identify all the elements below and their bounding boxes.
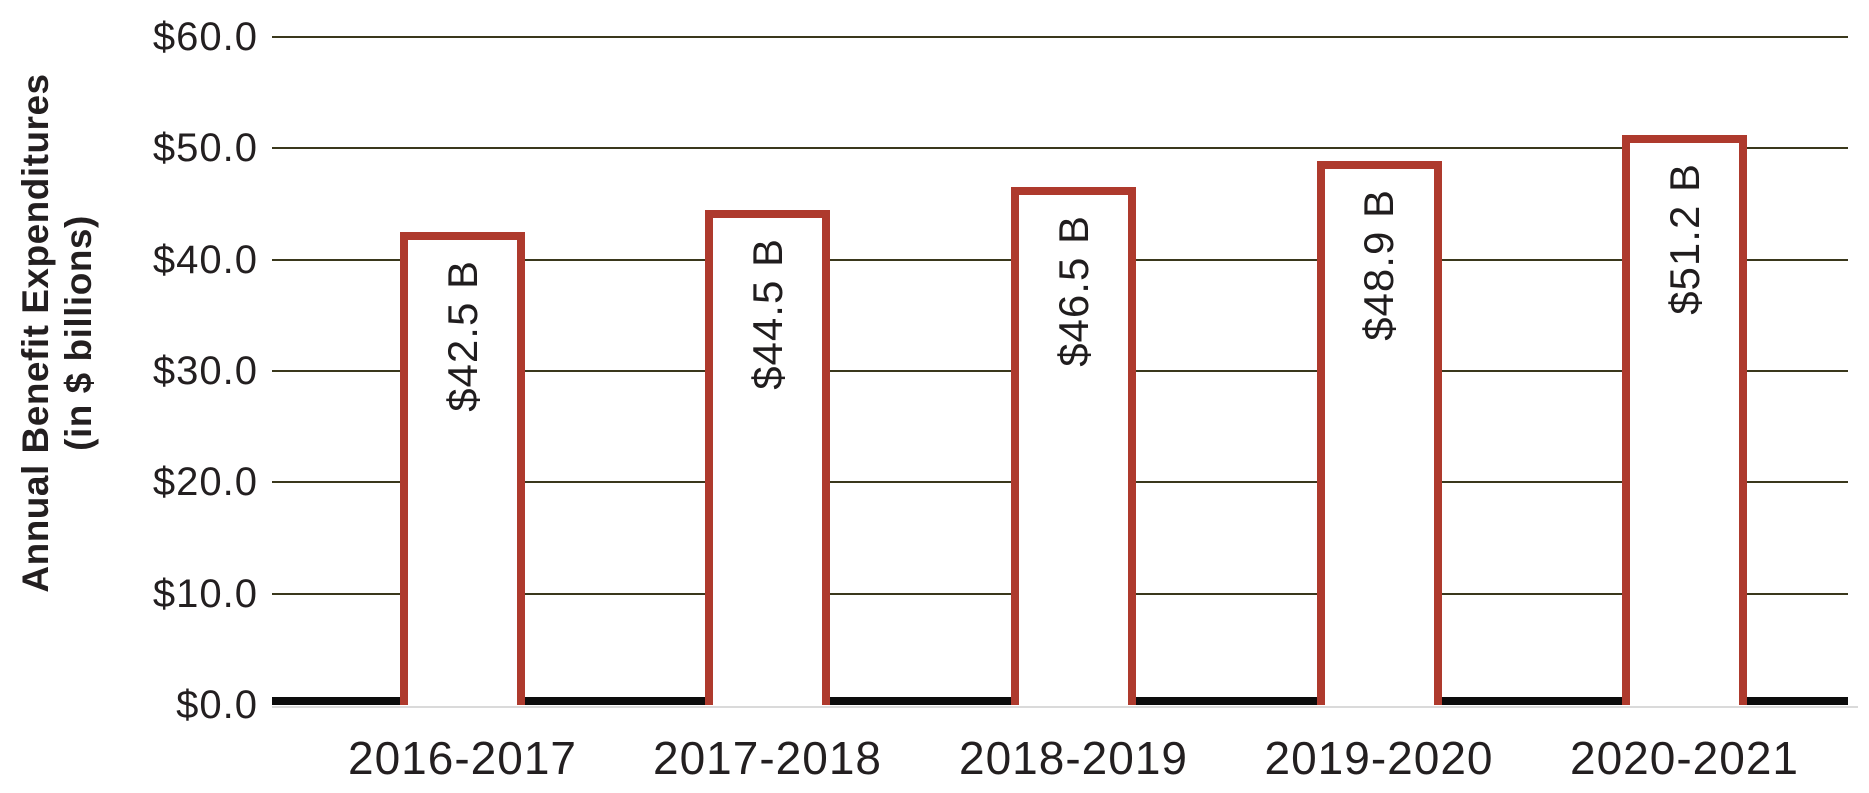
bar-value-label: $44.5 B xyxy=(743,238,791,390)
y-tick-label: $40.0 xyxy=(152,238,258,282)
bar-value-label: $48.9 B xyxy=(1355,189,1402,341)
bar: $51.2 B xyxy=(1622,135,1747,705)
x-tick-label: 2017-2018 xyxy=(653,732,882,784)
y-axis-title: Annual Benefit Expenditures (in $ billio… xyxy=(14,3,102,663)
gridline xyxy=(272,36,1848,38)
bar: $46.5 B xyxy=(1011,187,1136,705)
y-axis-title-line1: Annual Benefit Expenditures xyxy=(15,73,56,593)
bar: $48.9 B xyxy=(1316,161,1442,705)
gridline xyxy=(272,147,1848,149)
bar-value-label: $51.2 B xyxy=(1660,163,1708,315)
y-tick-label: $0.0 xyxy=(176,683,258,727)
bar-value-label: $46.5 B xyxy=(1049,215,1097,367)
y-axis-title-line2: (in $ billions) xyxy=(58,215,100,451)
baseline-light-line xyxy=(272,706,1858,708)
y-tick-label: $60.0 xyxy=(152,15,258,59)
bar: $42.5 B xyxy=(400,232,525,705)
y-tick-label: $50.0 xyxy=(152,126,258,170)
x-tick-label: 2018-2019 xyxy=(959,732,1188,784)
bar: $44.5 B xyxy=(705,210,830,705)
y-tick-label: $20.0 xyxy=(152,460,258,504)
bar-value-label: $42.5 B xyxy=(438,260,486,412)
y-tick-label: $10.0 xyxy=(152,572,258,616)
x-tick-label: 2020-2021 xyxy=(1570,732,1799,784)
x-tick-label: 2019-2020 xyxy=(1264,732,1494,784)
x-tick-label: 2016-2017 xyxy=(348,732,577,784)
y-tick-label: $30.0 xyxy=(152,349,258,393)
